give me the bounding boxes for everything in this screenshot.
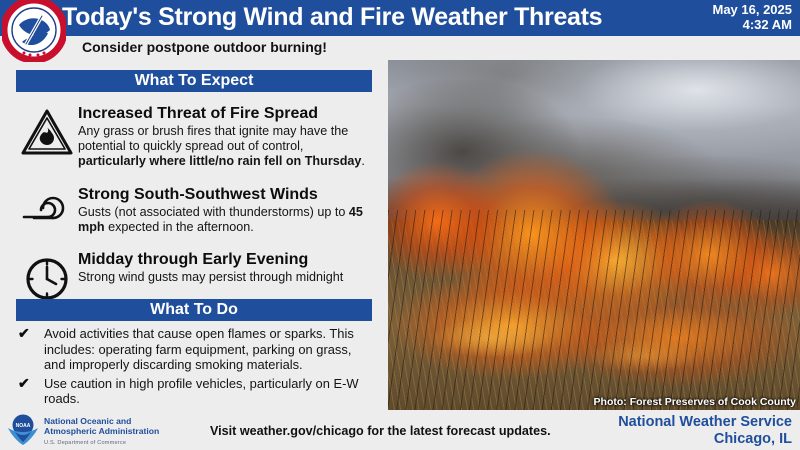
subtitle-text: Consider postpone outdoor burning! <box>82 39 327 55</box>
header-date: May 16, 2025 <box>712 2 792 17</box>
noaa-agency-text: National Oceanic and Atmospheric Adminis… <box>44 416 159 448</box>
desc-text-1: Strong wind gusts may persist through mi… <box>78 270 344 284</box>
threat-title: Midday through Early Evening <box>78 251 309 268</box>
noaa-department: U.S. Department of Commerce <box>44 440 127 446</box>
threat-body: Increased Threat of Fire Spread Any gras… <box>78 104 372 169</box>
fire-photo: Photo: Forest Preserves of Cook County <box>388 60 800 410</box>
list-item-text: Use caution in high profile vehicles, pa… <box>44 375 359 407</box>
threat-description: Strong wind gusts may persist through mi… <box>78 270 372 285</box>
subtitle-strip <box>0 36 800 60</box>
threat-item-fire-spread: Increased Threat of Fire Spread Any gras… <box>16 104 372 169</box>
list-item: ✔ Avoid activities that cause open flame… <box>16 325 376 373</box>
header-bar <box>0 0 800 36</box>
svg-text:NOAA: NOAA <box>16 423 31 429</box>
office-name: National Weather Service <box>618 414 792 430</box>
threat-body: Strong South-Southwest Winds Gusts (not … <box>78 185 372 235</box>
nws-seal-icon <box>2 0 66 62</box>
threat-item-strong-winds: Strong South-Southwest Winds Gusts (not … <box>16 185 372 235</box>
desc-text-2: expected in the afternoon. <box>104 220 254 234</box>
fire-hazard-triangle-icon <box>21 109 73 155</box>
list-item-text: Avoid activities that cause open flames … <box>44 326 354 372</box>
left-content-panel <box>0 60 388 410</box>
threat-item-timing: Midday through Early Evening Strong wind… <box>16 250 372 300</box>
section-header-what-to-do: What To Do <box>16 299 372 321</box>
header-datetime: May 16, 2025 4:32 AM <box>652 2 792 32</box>
office-location: Chicago, IL <box>713 431 792 447</box>
todo-list: ✔ Avoid activities that cause open flame… <box>16 325 376 410</box>
checkmark-icon: ✔ <box>18 374 30 391</box>
desc-text-1: Any grass or brush fires that ignite may… <box>78 124 349 153</box>
header-time: 4:32 AM <box>742 17 792 32</box>
threat-description: Gusts (not associated with thunderstorms… <box>78 205 372 235</box>
footer-website-text: Visit weather.gov/chicago for the latest… <box>210 424 551 438</box>
desc-emphasis: 45 mph <box>78 205 363 234</box>
desc-emphasis: particularly where little/no rain fell o… <box>78 154 362 168</box>
desc-text-1: Gusts (not associated with thunderstorms… <box>78 205 349 219</box>
checkmark-icon: ✔ <box>18 325 30 341</box>
page-title: Today's Strong Wind and Fire Weather Thr… <box>62 3 603 31</box>
footer-office: National Weather Service Chicago, IL <box>618 414 792 448</box>
section-header-what-to-expect: What To Expect <box>16 70 372 92</box>
noaa-line-1: National Oceanic and <box>44 416 132 426</box>
threat-title: Increased Threat of Fire Spread <box>78 105 319 122</box>
photo-credit: Photo: Forest Preserves of Cook County <box>593 396 796 408</box>
desc-text-2: . <box>361 154 365 168</box>
threat-body: Midday through Early Evening Strong wind… <box>78 250 372 285</box>
threat-title: Strong South-Southwest Winds <box>78 186 318 203</box>
threat-description: Any grass or brush fires that ignite may… <box>78 124 372 169</box>
wind-swirl-icon <box>22 196 65 220</box>
photo-grass-blades <box>388 210 800 410</box>
noaa-seal-icon: NOAA <box>8 414 38 445</box>
list-item: ✔ Use caution in high profile vehicles, … <box>16 374 376 407</box>
footer-bar <box>0 410 800 450</box>
clock-icon <box>26 258 68 300</box>
noaa-line-2: Atmospheric Administration <box>44 426 160 436</box>
